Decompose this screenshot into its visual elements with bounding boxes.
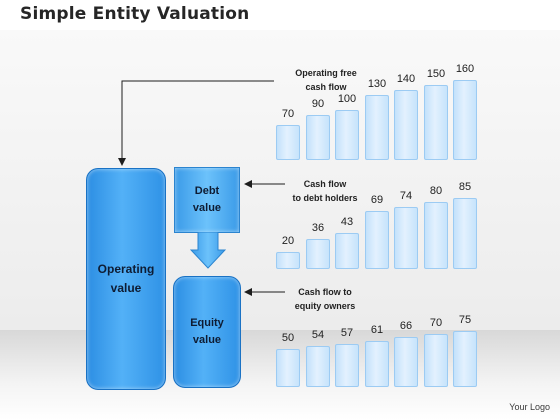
bar-value-label: 66 bbox=[399, 320, 413, 332]
bar bbox=[306, 346, 330, 387]
bar bbox=[394, 90, 418, 160]
bar bbox=[453, 331, 477, 387]
bar-value-label: 70 bbox=[281, 108, 295, 120]
bar bbox=[394, 337, 418, 387]
bar bbox=[424, 334, 448, 387]
bar bbox=[335, 110, 359, 160]
bar bbox=[424, 85, 448, 160]
bar bbox=[424, 202, 448, 269]
bar bbox=[453, 198, 477, 269]
logo-text: Your Logo bbox=[509, 402, 550, 412]
bar-value-label: 36 bbox=[311, 222, 325, 234]
equity-cf-label: Cash flow to equity owners bbox=[294, 287, 356, 311]
bar bbox=[365, 95, 389, 160]
page-title: Simple Entity Valuation bbox=[20, 4, 250, 24]
bar-value-label: 140 bbox=[396, 73, 416, 85]
bar-value-label: 61 bbox=[370, 324, 384, 336]
bar bbox=[306, 115, 330, 160]
bar-value-label: 70 bbox=[429, 317, 443, 329]
bar-value-label: 160 bbox=[455, 63, 475, 75]
bar bbox=[276, 125, 300, 160]
operating-fcf-label: Operating free cash flow bbox=[295, 68, 357, 92]
debt-value-box: Debt value bbox=[174, 167, 240, 233]
bar-value-label: 90 bbox=[311, 98, 325, 110]
bar bbox=[394, 207, 418, 269]
bar-value-label: 75 bbox=[458, 314, 472, 326]
bar-value-label: 57 bbox=[340, 327, 354, 339]
operating-value-box: Operating value bbox=[86, 168, 166, 390]
bar bbox=[453, 80, 477, 160]
bar bbox=[276, 349, 300, 387]
bar bbox=[365, 211, 389, 269]
bar-value-label: 150 bbox=[426, 68, 446, 80]
operating-value-label: Operating value bbox=[97, 262, 155, 295]
debt-cf-label: Cash flow to debt holders bbox=[292, 179, 358, 203]
bar-value-label: 43 bbox=[340, 216, 354, 228]
bar-value-label: 80 bbox=[429, 185, 443, 197]
bar-value-label: 130 bbox=[367, 78, 387, 90]
bar-value-label: 54 bbox=[311, 329, 325, 341]
bar-value-label: 20 bbox=[281, 235, 295, 247]
bar-value-label: 85 bbox=[458, 181, 472, 193]
bar-value-label: 50 bbox=[281, 332, 295, 344]
bar bbox=[276, 252, 300, 269]
debt-value-label: Debt value bbox=[192, 184, 222, 214]
equity-value-label: Equity value bbox=[190, 316, 224, 346]
bar-value-label: 100 bbox=[337, 93, 357, 105]
bar bbox=[306, 239, 330, 269]
bar-value-label: 69 bbox=[370, 194, 384, 206]
operating-connector bbox=[118, 80, 274, 166]
bar bbox=[335, 233, 359, 269]
bar-value-label: 74 bbox=[399, 190, 413, 202]
bar bbox=[335, 344, 359, 387]
down-arrow-icon bbox=[190, 232, 226, 269]
bar bbox=[365, 341, 389, 387]
equity-value-box: Equity value bbox=[173, 276, 241, 388]
